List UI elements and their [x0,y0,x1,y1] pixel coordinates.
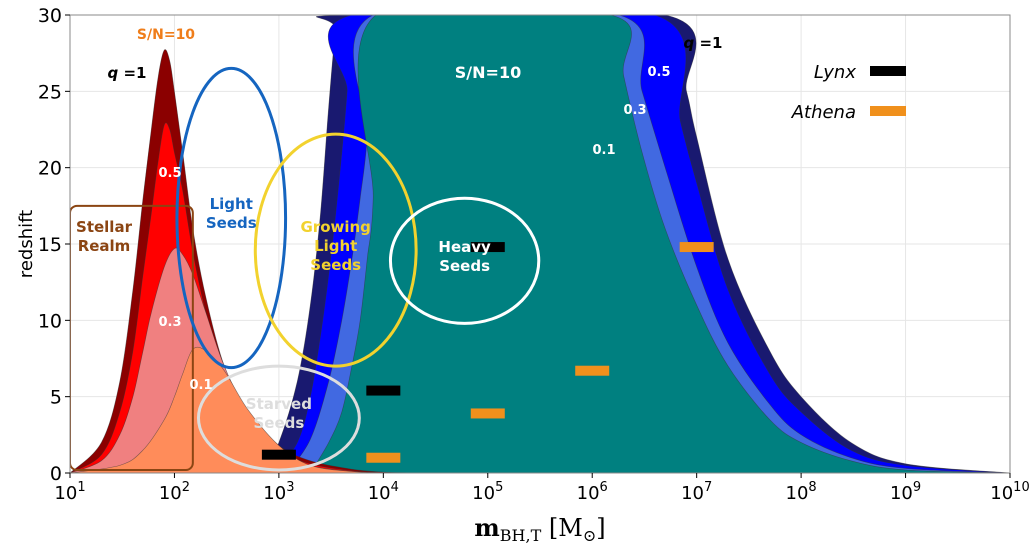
y-tick-label-5: 25 [38,81,62,103]
lynx-band-label-3: 0.1 [592,143,615,158]
x-axis-label: mBH,T [M⊙] [474,513,605,544]
lynx-band-label-2: 0.3 [623,103,646,118]
lynx-band-label-0: q =1 [684,34,723,52]
y-tick-label-6: 30 [38,5,62,27]
region-outline-0 [70,204,194,471]
legend-label-0: Lynx [814,62,856,83]
y-ticks: 0 5 10 15 20 25 30 [38,5,70,485]
x-tick-label-3: 104 [368,480,399,504]
lynx-marker-1 [366,385,401,396]
athena-marker-0 [366,452,401,463]
legend-swatch-1 [870,106,906,116]
x-tick-label-0: 101 [54,480,85,504]
x-tick-label-4: 105 [472,480,503,504]
x-tick-label-2: 103 [263,480,294,504]
legend: Lynx Athena [791,62,906,123]
athena-marker-2 [575,365,610,376]
lynx-marker-2 [470,242,505,253]
lynx-sn-label: S/N=10 [455,63,521,82]
x-tick-label-7: 108 [786,480,817,504]
athena-band-label-3: 0.1 [189,378,212,393]
x-tick-label-1: 102 [159,480,190,504]
markers [261,242,714,463]
legend-label-1: Athena [791,102,856,123]
x-ticks: 101 102 103 104 105 106 107 108 109 1010 [54,473,1030,504]
athena-band-label-0: q =1 [108,64,147,82]
athena-marker-1 [470,408,505,419]
y-tick-label-2: 10 [38,310,62,332]
athena-marker-3 [679,242,714,253]
region-label-2: Growing Light Seeds [300,218,370,274]
athena-band-label-2: 0.3 [158,315,181,330]
region-label-1: Light Seeds [206,195,257,232]
regions [70,66,541,472]
legend-swatch-0 [870,66,906,76]
band-labels: Stellar Realm Light Seeds Growing Light Seeds H… [76,27,722,432]
lynx-band-label-1: 0.5 [647,65,670,80]
lynx-band-3 [309,15,1010,473]
y-tick-label-1: 5 [50,387,62,409]
x-tick-label-5: 106 [577,480,608,504]
region-label-3: Heavy Seeds [438,238,491,275]
region-label-4: Starved Seeds [246,395,312,432]
lynx-marker-0 [261,449,296,460]
athena-sn-label: S/N=10 [137,27,195,43]
y-tick-label-3: 15 [38,234,62,256]
region-label-0: Stellar Realm [76,218,133,255]
region-outline-1 [175,66,288,370]
region-outline-2 [253,132,418,368]
y-tick-label-4: 20 [38,158,62,180]
x-tick-label-9: 1010 [990,480,1029,504]
athena-band-label-1: 0.5 [158,166,181,181]
x-tick-label-6: 107 [681,480,712,504]
region-outline-4 [196,364,361,472]
bands [70,15,1010,473]
y-axis-label: redshift [16,210,37,278]
y-tick-label-0: 0 [50,463,62,485]
region-outline-3 [388,196,541,325]
x-tick-label-8: 109 [890,480,921,504]
